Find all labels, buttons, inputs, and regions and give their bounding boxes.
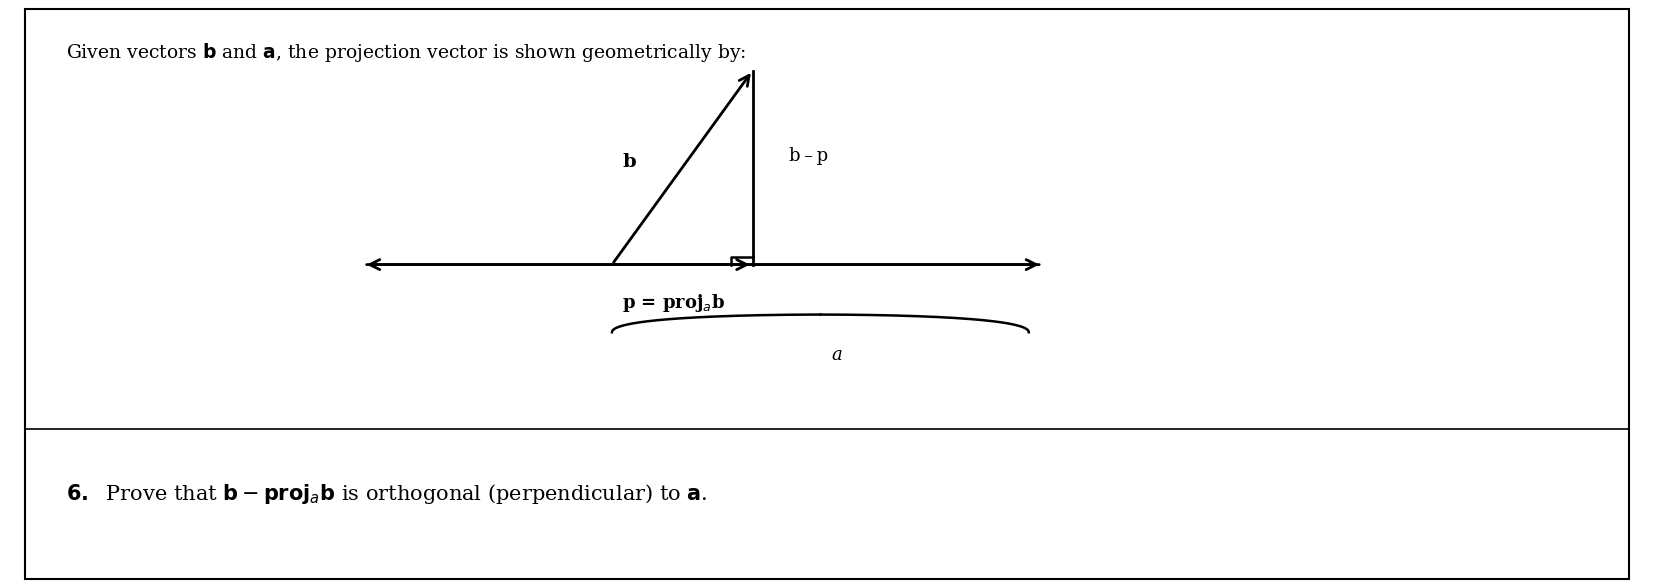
Text: b: b bbox=[622, 153, 637, 171]
Text: Given vectors $\mathbf{b}$ and $\mathbf{a}$, the projection vector is shown geom: Given vectors $\mathbf{b}$ and $\mathbf{… bbox=[66, 41, 746, 64]
Text: p = proj$_a$b: p = proj$_a$b bbox=[622, 292, 726, 314]
Text: a: a bbox=[832, 346, 842, 363]
Text: $\mathbf{6.}$  Prove that $\mathbf{b} - \mathbf{proj}_{\mathit{a}}\mathbf{b}$ is: $\mathbf{6.}$ Prove that $\mathbf{b} - \… bbox=[66, 482, 708, 506]
Text: b – p: b – p bbox=[789, 147, 829, 165]
